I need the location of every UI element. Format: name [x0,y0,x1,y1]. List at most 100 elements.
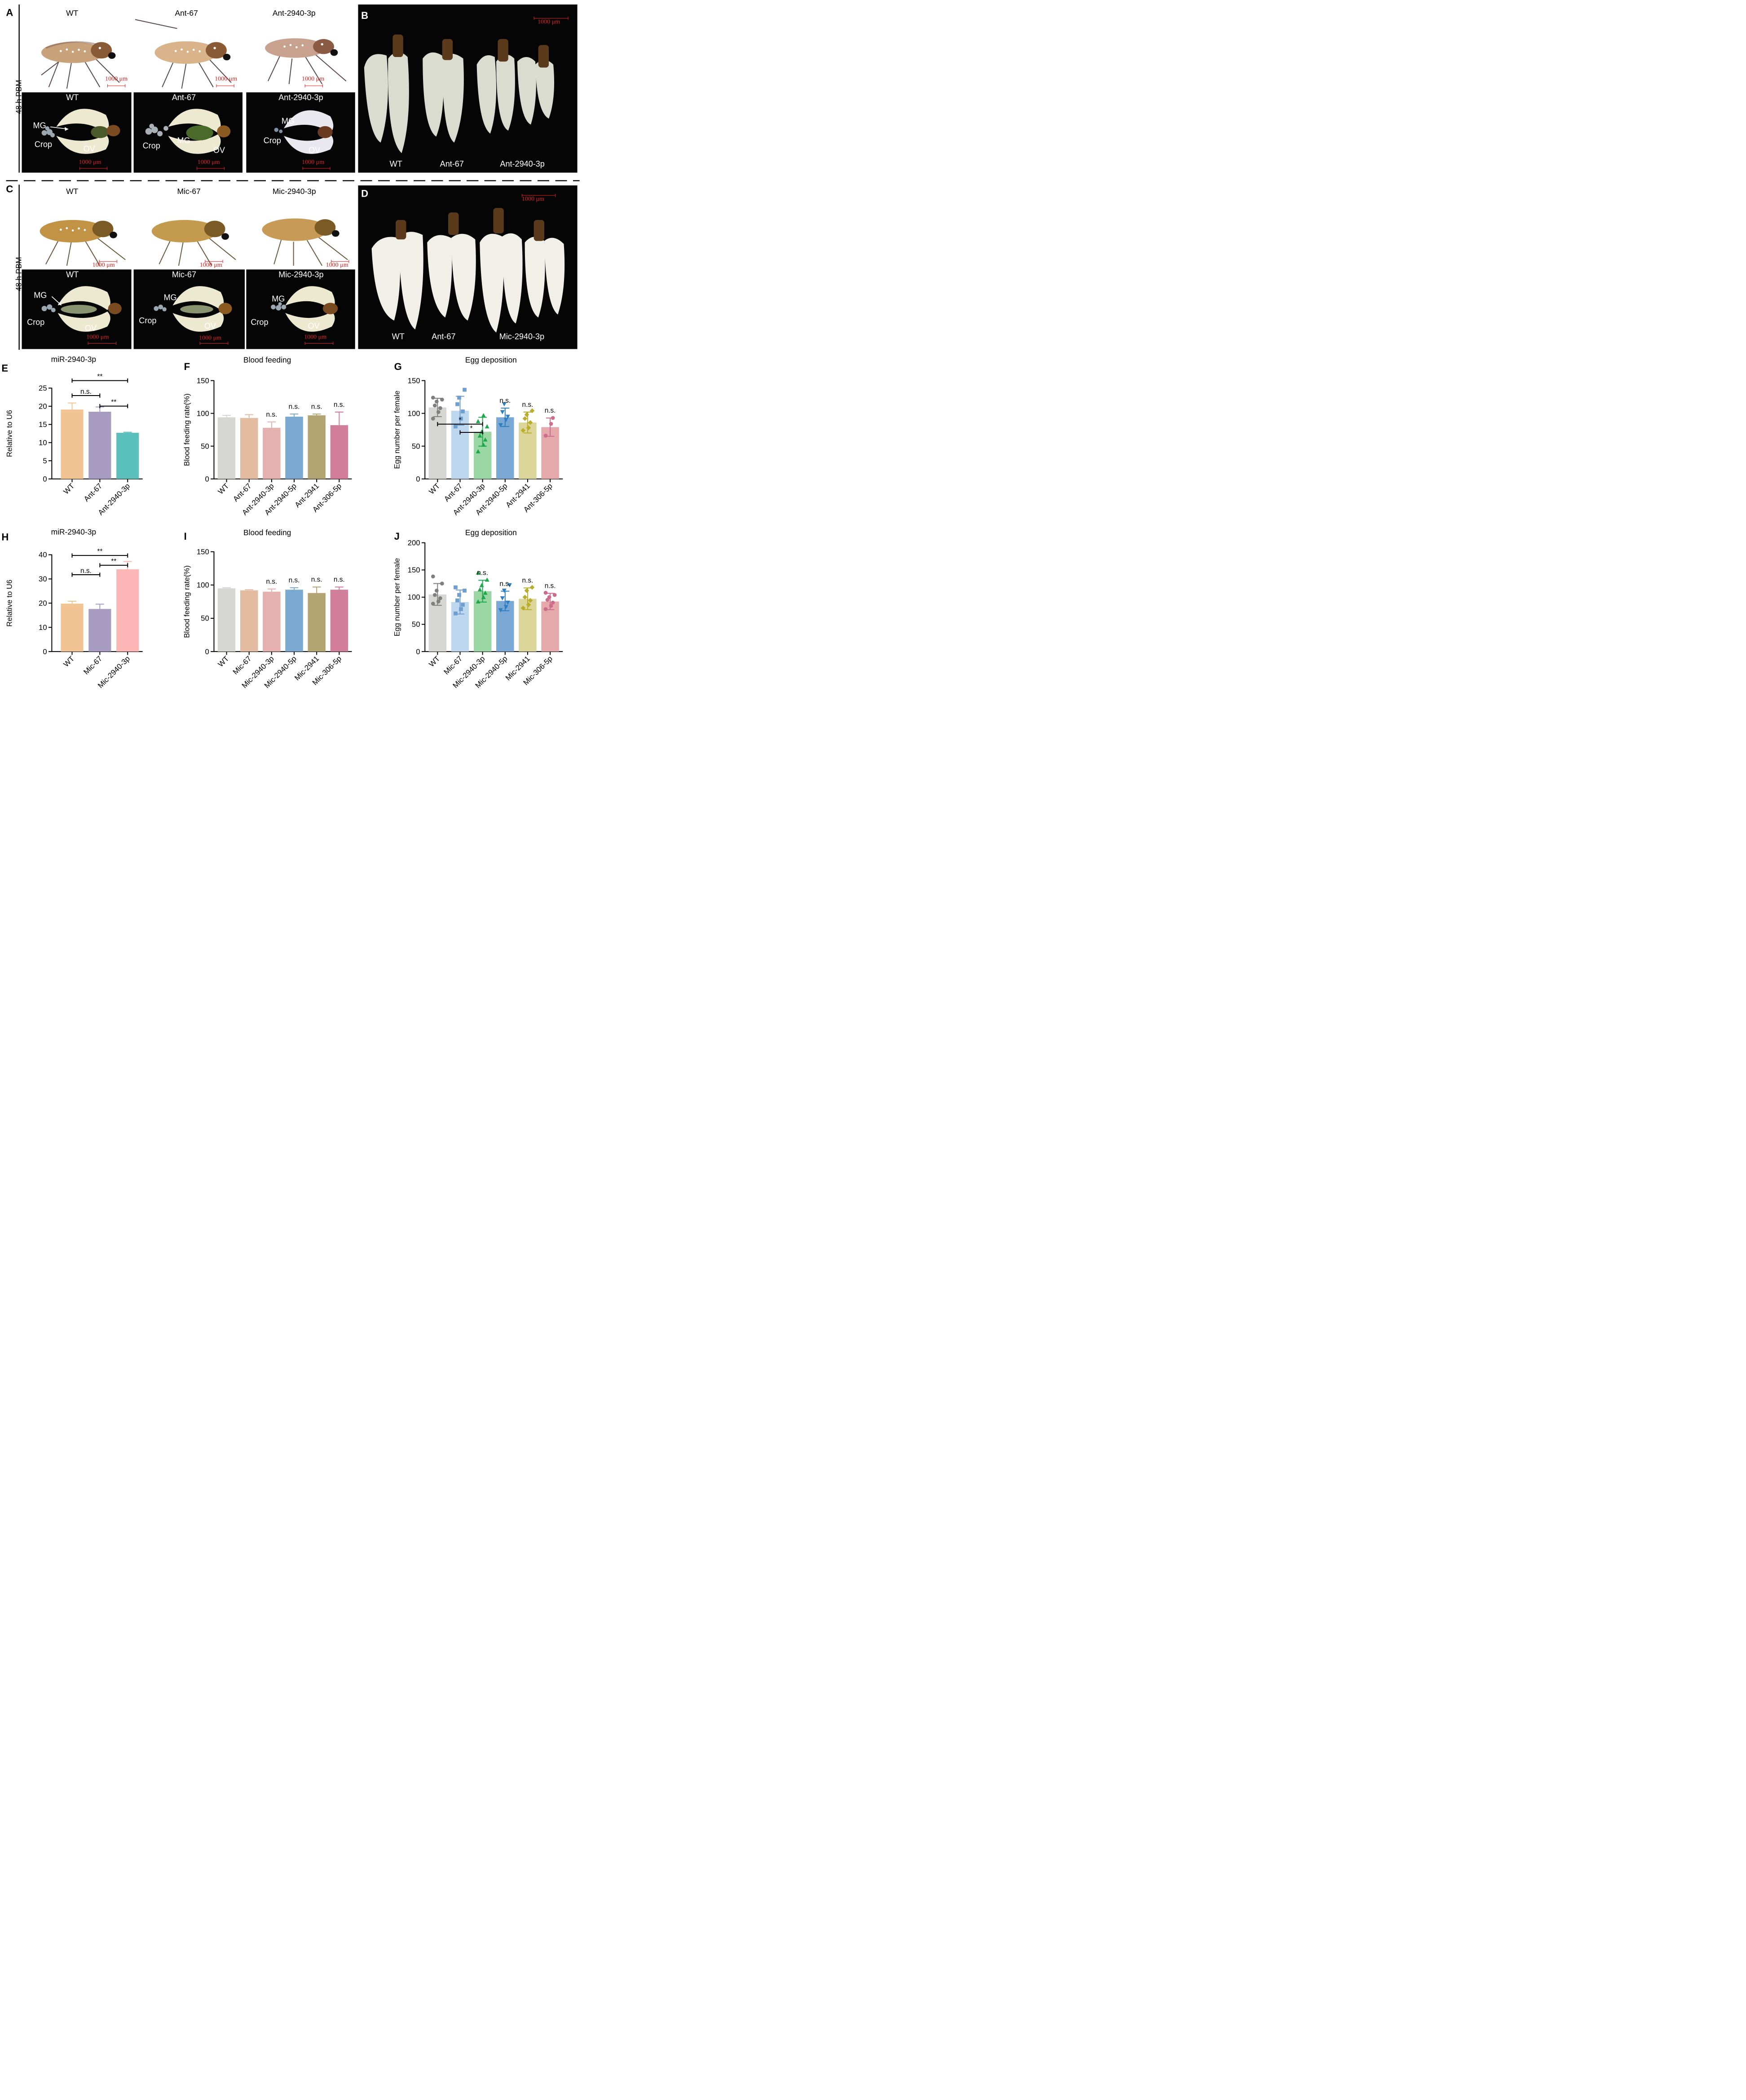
y-tick-label: 0 [205,647,209,656]
chart-title: miR-2940-3p [51,355,96,364]
data-point [522,594,528,600]
c-mosquito-photo-mic67 [132,197,243,269]
data-point [436,410,441,414]
significance-label: n.s. [334,401,345,409]
data-point [481,442,486,447]
bar [61,409,84,479]
x-tick-label: Mic-67 [82,654,104,676]
data-point [431,396,435,400]
a-dissection-photo-ant67: Ant-67 Crop MG OV 1000 μm [133,92,242,173]
data-point [479,583,484,587]
data-point [498,423,503,427]
panel-label-j: J [394,531,400,542]
y-tick-label: 50 [201,442,209,450]
significance-label: ** [97,548,102,555]
bar [330,590,348,652]
chart-i: I Blood feeding Blood feeding rate(%) 0 50 10… [182,528,352,690]
data-point [434,399,439,404]
data-point [505,414,510,419]
significance-label: * [470,425,473,432]
data-point [461,409,465,414]
c-dissection-photo-mic67: Mic-67 MG Crop OV 1000 μm [133,269,245,349]
data-point [476,599,481,603]
chart-title: Egg deposition [465,528,517,537]
y-tick-label: 100 [197,581,209,590]
data-point [502,589,507,593]
c-dis-title-1: WT [66,270,79,279]
mosquito-illustration [40,220,126,266]
a-col-title-2: Ant-67 [175,9,198,18]
panel-label-h: H [1,532,9,543]
significance-label: n.s. [80,567,92,575]
data-point [438,406,442,410]
data-point [524,588,529,593]
data-point [476,449,481,453]
data-point [485,424,489,429]
significance-label: n.s. [80,388,92,396]
x-tick-label: Mic-67 [231,654,253,676]
ovary-illustration [154,286,232,332]
data-point [477,433,482,438]
y-tick-label: 0 [205,475,209,483]
ovary-illustration [145,109,231,154]
y-axis-label: Relative to U6 [5,580,14,627]
data-point [551,600,555,605]
significance-label: ** [111,558,116,565]
bar [240,590,258,652]
y-axis-label: Egg number per female [392,558,401,637]
d-label-1: WT [392,332,405,341]
significance-label: n.s. [522,577,534,585]
bar [88,411,111,479]
a-dissection-photo-ant2940: Ant-2940-3p MG Crop OV 1000 μm [246,92,355,173]
significance-label: n.s. [522,401,534,409]
y-tick-label: 0 [416,475,420,483]
ovary-illustration [274,110,334,154]
data-point [440,581,444,586]
bar [217,588,236,652]
significance-label: n.s. [545,407,556,414]
a-mosquito-photo-ant67 [132,18,242,90]
c-dissection-photo-mic2940: Mic-2940-3p MG Crop OV 1000 μm [246,269,355,349]
b-ovaries-photo: 1000 μm WT Ant-67 Ant-2940-3p [358,4,578,173]
c-col-title-1: WT [66,187,79,196]
chart-title: Blood feeding [243,355,291,364]
c-dis-ov-1: OV [84,323,97,333]
data-point [432,403,437,408]
bar [263,427,281,479]
data-point [483,437,488,442]
c-dis-crop-3: Crop [251,317,269,327]
bar [285,416,303,479]
y-tick-label: 50 [412,442,420,450]
chart-title: miR-2940-3p [51,527,96,536]
data-point [481,413,486,418]
a-dis-title-2: Ant-67 [172,92,196,102]
panel-label-g: G [394,361,402,372]
a-dis-ov-1: OV [83,144,95,154]
x-tick-label: WT [216,654,231,669]
panel-label-i: I [184,531,187,542]
data-point [551,416,555,420]
bar [116,569,139,652]
x-tick-label: WT [62,654,76,669]
mosquito-illustration [262,218,348,266]
data-point [454,585,458,590]
b-label-3: Ant-2940-3p [500,159,545,168]
y-tick-label: 40 [39,550,47,559]
c-dis-mg-3: MG [272,294,285,304]
bar [240,418,258,479]
significance-label: n.s. [311,576,322,584]
significance-label: n.s. [289,577,300,584]
data-point [528,420,533,425]
panel-label-d: D [361,188,369,199]
panel-label-c: C [6,183,13,194]
a-dis-mg-1: MG [33,121,46,130]
c-dis-mg-2: MG [163,293,177,302]
x-tick-label: Ant-67 [442,482,464,503]
data-point [483,590,488,595]
bar [88,609,111,652]
data-point [431,416,435,421]
a-scale-text-3: 1000 μm [302,75,325,82]
section-divider [6,180,580,181]
y-tick-label: 200 [408,538,420,547]
